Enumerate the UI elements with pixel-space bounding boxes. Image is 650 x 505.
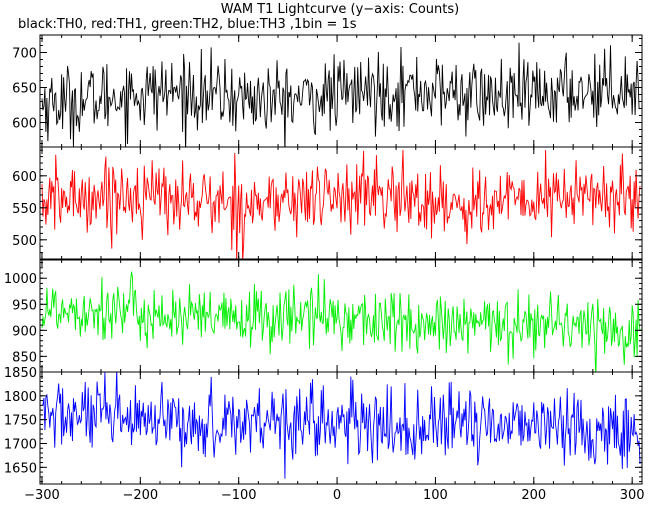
panel-th0: 600 650 700 — [12, 34, 643, 148]
panel-frame — [39, 146, 643, 260]
y-tick-label: 650 — [12, 82, 37, 97]
panel-th3: 1650 1700 1750 1800 1850 — [4, 366, 643, 485]
panel-frame — [39, 371, 643, 485]
x-axis: −300 −200 −100 0 100 200 300 — [24, 488, 644, 503]
y-tick-label: 1650 — [4, 461, 37, 476]
y-tick-label: 550 — [12, 202, 37, 217]
y-tick-label: 1750 — [4, 414, 37, 429]
y-tick-label: 1000 — [4, 272, 37, 287]
x-tick-label: 100 — [423, 488, 448, 503]
x-tick-label: −300 — [24, 488, 60, 503]
series-th1-line — [41, 149, 641, 259]
y-tick-label: 1800 — [4, 390, 37, 405]
panels: 6006507005005506008509009501000165017001… — [4, 34, 643, 485]
series-th2-line — [41, 271, 641, 372]
x-tick-label: −200 — [122, 488, 158, 503]
series-th0-line — [41, 42, 641, 147]
panel-th2: 850 900 950 1000 — [4, 259, 643, 373]
x-tick-label: 300 — [620, 488, 645, 503]
y-tick-label: 950 — [12, 298, 37, 313]
y-tick-label: 500 — [12, 234, 37, 249]
y-tick-label: 700 — [12, 47, 37, 62]
series-th3-line — [41, 372, 641, 479]
chart-title: WAM T1 Lightcurve (y−axis: Counts) — [221, 2, 459, 17]
y-tick-label: 600 — [12, 117, 37, 132]
chart-subtitle: black:TH0, red:TH1, green:TH2, blue:TH3 … — [18, 17, 357, 32]
panel-th1: 500 550 600 — [12, 146, 643, 260]
y-tick-label: 900 — [12, 324, 37, 339]
x-tick-label: −100 — [221, 488, 257, 503]
y-tick-label: 600 — [12, 170, 37, 185]
y-tick-label: 1700 — [4, 437, 37, 452]
x-tick-label: 0 — [333, 488, 341, 503]
y-tick-label: 850 — [12, 350, 37, 365]
y-tick-label: 1850 — [4, 366, 37, 381]
x-tick-label: 200 — [521, 488, 546, 503]
